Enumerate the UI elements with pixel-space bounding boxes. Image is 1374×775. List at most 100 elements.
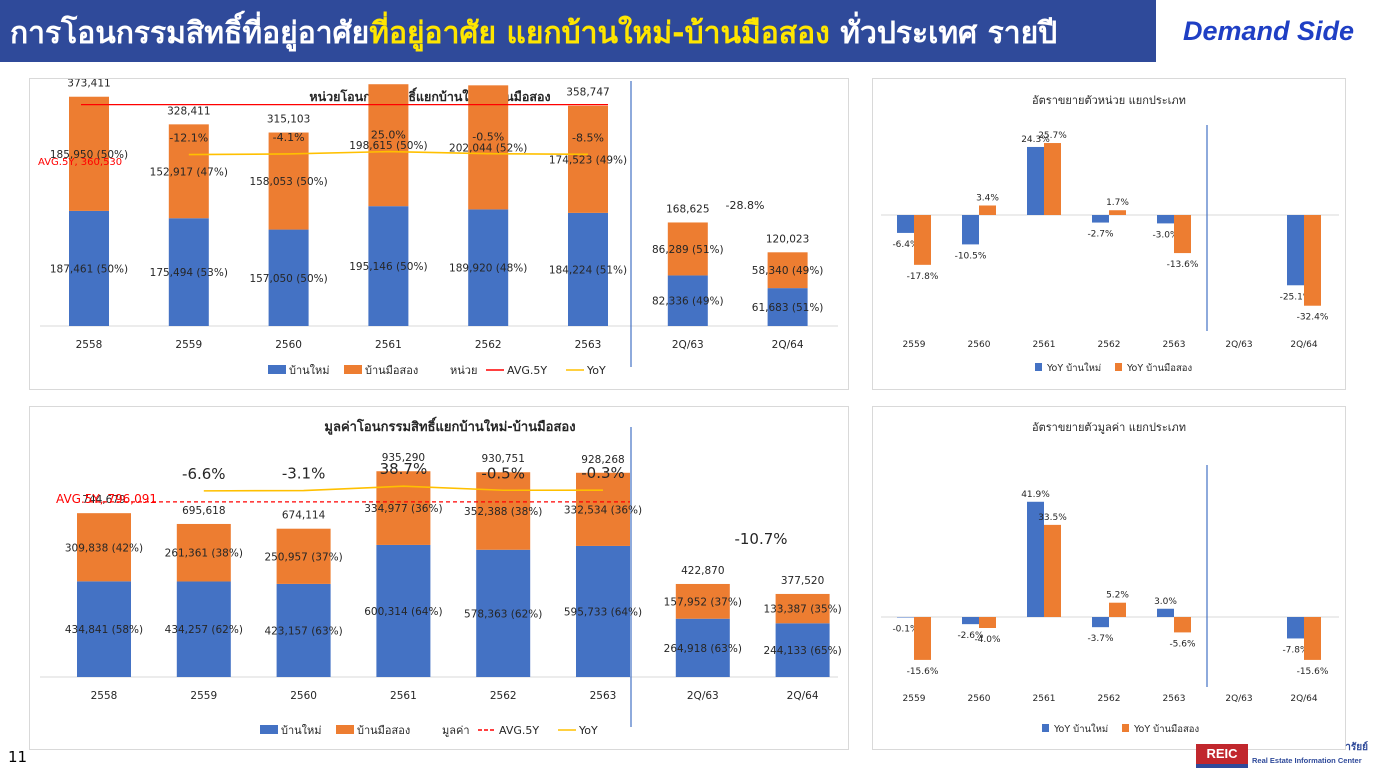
category-tick-label: 2561	[1033, 340, 1056, 350]
category-tick-label: 2558	[91, 690, 118, 702]
bar-used	[468, 85, 509, 210]
legend-avg-label: AVG.5Y	[499, 724, 539, 737]
bar-new	[176, 581, 231, 677]
bar-new	[168, 218, 209, 326]
yoy-line	[188, 150, 589, 156]
legend-yoy-used-swatch	[1122, 724, 1129, 732]
chart-title: หน่วยโอนกรรมสิทธิ์แยกบ้านใหม่-บ้านมือสอง	[309, 87, 550, 104]
data-label-yoy-used: -15.6%	[1297, 667, 1329, 677]
bar-yoy-new	[1027, 146, 1044, 215]
title-bar: การโอนกรรมสิทธิ์ที่อยู่อาศัยที่อยู่อาศัย…	[0, 0, 1156, 62]
category-tick-label: 2563	[1163, 340, 1186, 350]
yoy-label: -8.5%	[572, 131, 604, 144]
yoy-label: -0.3%	[581, 464, 625, 482]
units-chart-panel: หน่วยโอนกรรมสิทธิ์แยกบ้านใหม่-บ้านมือสอง…	[29, 78, 849, 390]
quarter-change-label: -10.7%	[734, 530, 787, 548]
bar-yoy-new	[1287, 215, 1304, 286]
data-label-yoy-used: -17.8%	[907, 272, 939, 282]
data-label-used: 157,952 (37%)	[664, 596, 742, 608]
bar-yoy-used	[1044, 524, 1061, 617]
category-tick-label: 2559	[190, 690, 217, 702]
data-label-yoy-new: -25.1%	[1280, 292, 1312, 302]
yoy-label: -0.5%	[481, 464, 525, 482]
bar-used	[568, 105, 608, 213]
data-label-used: 352,388 (38%)	[464, 506, 542, 518]
data-label-used: 309,838 (42%)	[65, 542, 143, 554]
yoy-label: -6.6%	[182, 465, 226, 483]
data-label-total: 695,618	[182, 505, 225, 517]
bar-yoy-used	[979, 617, 996, 628]
logo-mark: REIC	[1196, 744, 1248, 764]
data-label-new: 82,336 (49%)	[652, 296, 724, 308]
bar-used	[376, 471, 431, 545]
data-label-total: 930,751	[481, 453, 524, 465]
data-label-used: 86,289 (51%)	[652, 244, 724, 256]
logo-stripe	[1196, 764, 1248, 768]
legend-yoy-used-label: YoY บ้านมือสอง	[1126, 363, 1192, 374]
category-tick-label: 2562	[1098, 694, 1121, 704]
bar-yoy-used	[1304, 617, 1321, 660]
legend-new-swatch	[260, 725, 278, 734]
bar-new	[77, 581, 131, 677]
data-label-yoy-used: -5.6%	[1169, 639, 1196, 649]
bar-yoy-new	[897, 617, 914, 618]
data-label-total: 928,268	[581, 454, 624, 466]
yoy-label: -4.1%	[273, 131, 305, 144]
data-label-total: 315,103	[267, 114, 310, 126]
yoy-label: 25.0%	[371, 129, 406, 142]
data-label-new: 184,224 (51%)	[549, 264, 627, 276]
data-label-used: 250,957 (37%)	[264, 551, 342, 563]
data-label-new: 175,494 (53%)	[150, 267, 228, 279]
quarter-change-label: -28.8%	[726, 199, 765, 212]
category-tick-label: 2Q/63	[672, 339, 704, 351]
chart-title: มูลค่าโอนกรรมสิทธิ์แยกบ้านใหม่-บ้านมือสอ…	[324, 416, 575, 435]
data-label-total: 358,747	[566, 87, 609, 99]
data-label-new: 600,314 (64%)	[364, 606, 442, 618]
data-label-used: 133,387 (35%)	[763, 604, 841, 616]
data-label-used: 185,950 (50%)	[50, 149, 128, 161]
legend-yoy-new-swatch	[1035, 363, 1042, 371]
title-part1: การโอนกรรมสิทธิ์ที่อยู่อาศัย	[10, 16, 370, 51]
value-chart-panel: มูลค่าโอนกรรมสิทธิ์แยกบ้านใหม่-บ้านมือสอ…	[29, 406, 849, 750]
bar-new	[368, 206, 409, 326]
category-tick-label: 2559	[903, 340, 926, 350]
slide-header: การโอนกรรมสิทธิ์ที่อยู่อาศัยที่อยู่อาศัย…	[0, 0, 1374, 64]
yoy-label: 38.7%	[380, 460, 428, 478]
data-label-new: 434,257 (62%)	[165, 624, 243, 636]
legend-used-label: บ้านมือสอง	[357, 724, 410, 737]
category-tick-label: 2Q/64	[1290, 694, 1318, 704]
unit-growth-panel: อัตราขยายตัวหน่วย แยกประเภท -6.4% -17.8% 25…	[872, 78, 1346, 390]
data-label-yoy-used: 3.4%	[976, 193, 999, 203]
bar-new	[476, 549, 531, 677]
data-label-yoy-new: -0.1%	[892, 624, 919, 634]
data-label-new: 595,733 (64%)	[564, 606, 642, 618]
data-label-total: 422,870	[681, 565, 724, 577]
bar-yoy-new	[962, 617, 979, 625]
yoy-label: -12.1%	[169, 132, 208, 145]
data-label-used: 202,044 (52%)	[449, 142, 527, 154]
bar-yoy-used	[1174, 617, 1191, 633]
legend-yoy-new-label: YoY บ้านใหม่	[1053, 723, 1108, 735]
bar-yoy-used	[1109, 602, 1126, 617]
category-tick-label: 2560	[290, 690, 317, 702]
legend-yoy-label: YoY	[586, 364, 606, 377]
bar-used	[675, 583, 730, 619]
bar-yoy-used	[914, 215, 931, 265]
bar-new	[268, 229, 309, 326]
bar-yoy-used	[979, 205, 996, 215]
data-label-yoy-used: -13.6%	[1167, 260, 1199, 270]
data-label-yoy-new: -10.5%	[955, 251, 987, 261]
data-label-yoy-new: 41.9%	[1021, 490, 1050, 500]
category-tick-label: 2560	[275, 339, 302, 351]
value-chart: มูลค่าโอนกรรมสิทธิ์แยกบ้านใหม่-บ้านมือสอ…	[40, 416, 842, 737]
data-label-new: 187,461 (50%)	[50, 263, 128, 275]
category-tick-label: 2562	[490, 690, 517, 702]
category-tick-label: 2561	[390, 690, 417, 702]
data-label-yoy-new: 24.3%	[1021, 135, 1050, 145]
yoy-line	[203, 485, 604, 492]
legend-used-swatch	[344, 365, 362, 374]
legend-yoy-new-label: YoY บ้านใหม่	[1046, 362, 1101, 374]
title-part3: ทั่วประเทศ รายปี	[829, 16, 1058, 51]
data-label-total: 674,114	[282, 510, 326, 522]
value-growth-chart: อัตราขยายตัวมูลค่า แยกประเภท -0.1% -15.6% 2…	[881, 421, 1339, 735]
